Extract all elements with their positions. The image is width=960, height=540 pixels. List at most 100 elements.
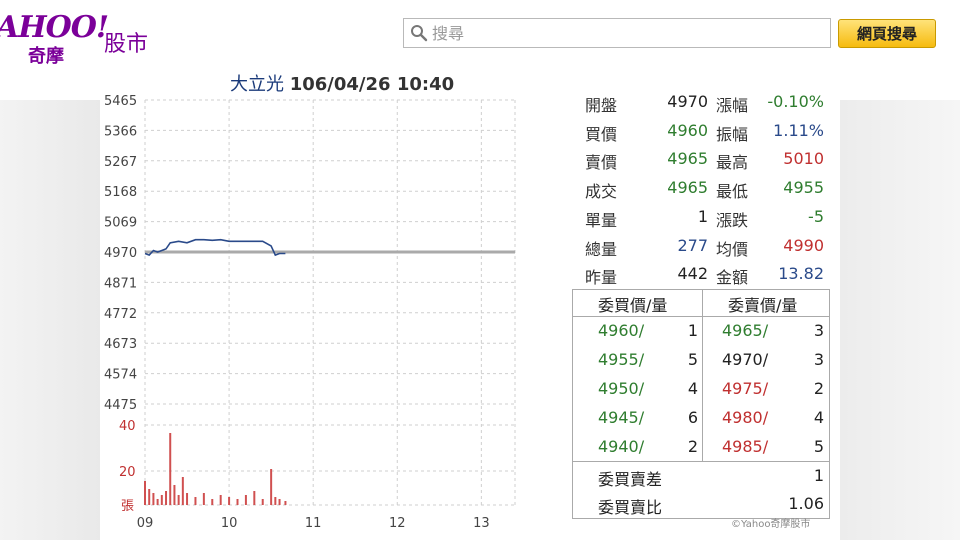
price-tick-label: 4475 (104, 398, 137, 413)
bid-ask-diff-label: 委買賣差 (598, 470, 663, 489)
order-book-divider (702, 289, 703, 461)
quote-value: 4965 (667, 178, 708, 198)
volume-bar (177, 495, 180, 505)
price-tick-label: 4970 (104, 246, 137, 261)
logo-chinese: 奇摩 (28, 46, 64, 67)
ask-price: 4985/ (722, 437, 769, 456)
quote-value: 4955 (783, 178, 824, 198)
chart-title: 大立光 106/04/26 10:40 (230, 70, 454, 96)
quote-value: 4970 (667, 92, 708, 111)
chart-datetime: 106/04/26 10:40 (289, 74, 455, 95)
bid-header: 委買價/量 (598, 296, 668, 315)
volume-bar (278, 499, 281, 505)
volume-bar (236, 499, 239, 505)
ask-header: 委賣價/量 (728, 296, 798, 315)
quote-value: 5010 (783, 149, 824, 169)
bid-ask-ratio-value: 1.06 (788, 494, 824, 513)
volume-bar (169, 433, 172, 505)
section-title: 股市 (104, 32, 149, 57)
quote-label: 金額 (716, 268, 749, 288)
bid-price: 4955/ (598, 350, 645, 369)
quote-label: 開盤 (585, 96, 618, 115)
bid-qty: 4 (687, 379, 698, 398)
quote-value: 1.11% (773, 120, 824, 140)
volume-bar (173, 485, 176, 505)
bid-price: 4945/ (598, 408, 645, 427)
search-input[interactable] (432, 20, 827, 46)
volume-bar (253, 491, 256, 505)
time-tick-label: 11 (305, 516, 322, 531)
time-tick-label: 13 (473, 516, 490, 531)
volume-bar (186, 493, 189, 505)
price-line (144, 238, 286, 257)
volume-bar (160, 495, 163, 505)
volume-bar (244, 495, 247, 505)
price-tick-label: 5465 (104, 94, 137, 109)
web-search-button[interactable]: 網頁搜尋 (838, 19, 936, 48)
quote-value: 4965 (667, 149, 708, 169)
order-book-header-line (572, 316, 830, 317)
price-axis: 5465 5366 5267 5168 5069 4970 4871 4772 4673 4574… (104, 94, 137, 413)
volume-tick-label: 張 (121, 499, 134, 514)
price-tick-label: 4871 (104, 276, 137, 291)
ask-qty: 2 (813, 379, 824, 398)
bid-qty: 5 (687, 350, 698, 369)
quote-label: 賣價 (585, 153, 618, 173)
volume-axis: 40 20 張 (119, 419, 136, 514)
volume-bar (228, 497, 231, 505)
quote-value: -0.10% (767, 92, 824, 111)
quote-value: 4990 (783, 235, 824, 255)
ask-qty: 5 (813, 437, 824, 456)
yahoo-logo[interactable]: AHOO! 奇摩 股市 (0, 8, 160, 68)
price-tick-label: 5267 (104, 155, 137, 170)
quote-value: 1 (697, 206, 708, 226)
quote-label: 漲跌 (716, 210, 749, 230)
quote-label: 漲幅 (716, 96, 749, 115)
time-tick-label: 12 (389, 516, 406, 531)
intraday-chart: 5465 5366 5267 5168 5069 4970 4871 4772 4673 4574… (104, 94, 516, 531)
bid-qty: 1 (687, 321, 698, 340)
ask-qty: 3 (813, 321, 824, 340)
quote-value: -5 (808, 206, 824, 226)
volume-bar (261, 499, 264, 505)
price-tick-label: 5168 (104, 185, 137, 200)
bid-qty: 2 (687, 437, 698, 456)
volume-bar (165, 491, 168, 505)
price-tick-label: 4574 (104, 368, 137, 383)
ask-qty: 3 (813, 350, 824, 369)
quote-value: 4960 (667, 120, 708, 140)
bid-price: 4960/ (598, 321, 645, 340)
quote-label: 昨量 (585, 268, 618, 288)
bid-ask-ratio-label: 委買賣比 (598, 498, 663, 517)
volume-bar (181, 477, 184, 505)
quote-value: 277 (677, 235, 708, 255)
volume-bar (284, 501, 287, 505)
bid-price: 4950/ (598, 379, 645, 398)
quote-label: 單量 (585, 210, 618, 230)
page-background-left (0, 100, 100, 540)
quote-value: 442 (677, 264, 708, 284)
volume-bar (152, 493, 155, 505)
volume-bars (144, 433, 287, 505)
price-tick-label: 5366 (104, 124, 137, 139)
price-tick-label: 4673 (104, 337, 137, 352)
ask-qty: 4 (813, 408, 824, 427)
order-book (572, 289, 830, 519)
stock-name[interactable]: 大立光 (230, 74, 284, 95)
bid-qty: 6 (687, 408, 698, 427)
volume-bar (194, 497, 197, 505)
time-tick-label: 10 (221, 516, 238, 531)
volume-bar (274, 497, 277, 505)
quote-value: 13.82 (778, 264, 824, 284)
volume-bar (270, 469, 273, 505)
page-background-right (840, 100, 960, 540)
ask-price: 4975/ (722, 379, 769, 398)
time-axis: 09 10 11 12 13 (137, 516, 490, 531)
ask-price: 4980/ (722, 408, 769, 427)
quote-label: 總量 (585, 239, 618, 259)
ask-price: 4970/ (722, 350, 769, 369)
quote-label: 買價 (585, 124, 618, 144)
order-book-summary-line (572, 461, 830, 462)
quote-label: 最低 (716, 182, 749, 202)
quote-label: 成交 (585, 182, 618, 202)
